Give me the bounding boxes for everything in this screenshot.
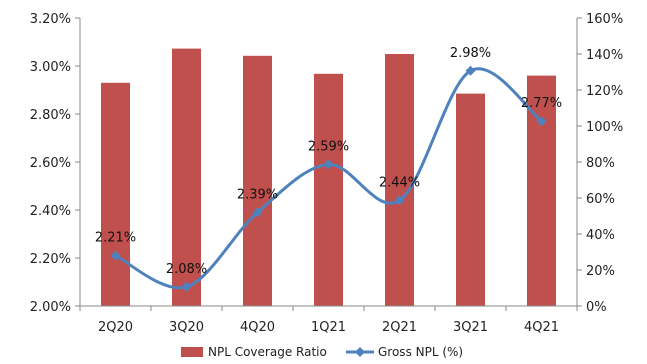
right-tick-label: 80%	[586, 156, 615, 171]
data-labels-layer: 2.21% 2.08% 2.39% 2.59% 2.44% 2.98% 2.77%	[95, 46, 562, 277]
right-tick-label: 100%	[586, 120, 623, 135]
point-3Q21	[465, 65, 476, 76]
x-tick-label-1Q21: 1Q21	[311, 320, 346, 335]
point-4Q20	[252, 207, 263, 218]
legend: NPL Coverage Ratio Gross NPL (%)	[181, 345, 463, 359]
data-label-2Q21: 2.44%	[379, 175, 420, 190]
right-tick-label: 140%	[586, 48, 623, 63]
right-tick-label: 40%	[586, 228, 615, 243]
right-tick-label: 60%	[586, 192, 615, 207]
right-tick-label: 160%	[586, 12, 623, 27]
bars-layer	[101, 48, 556, 306]
x-tick-label-2Q20: 2Q20	[98, 320, 133, 335]
left-tick-label: 2.80%	[30, 108, 71, 123]
x-tick-label-3Q21: 3Q21	[453, 320, 488, 335]
data-label-3Q20: 2.08%	[166, 262, 207, 277]
legend-line-label: Gross NPL (%)	[378, 345, 463, 359]
point-3Q20	[181, 281, 192, 292]
bar-2Q21	[385, 54, 414, 306]
left-tick-label: 2.60%	[30, 156, 71, 171]
legend-line-marker	[355, 347, 365, 357]
left-tick-label: 3.20%	[30, 12, 71, 27]
point-4Q21	[536, 116, 547, 127]
data-label-3Q21: 2.98%	[450, 46, 491, 61]
axes-layer: 2.00% 2.20% 2.40% 2.60% 2.80% 3.00% 3.20% 0% 20%…	[30, 12, 623, 335]
point-2Q21	[394, 195, 405, 206]
data-label-1Q21: 2.59%	[308, 139, 349, 154]
data-label-2Q20: 2.21%	[95, 231, 136, 246]
x-tick-label-4Q21: 4Q21	[524, 320, 559, 335]
x-tick-label-3Q20: 3Q20	[169, 320, 204, 335]
legend-bar-label: NPL Coverage Ratio	[208, 345, 327, 359]
x-tick-label-4Q20: 4Q20	[240, 320, 275, 335]
right-tick-label: 0%	[586, 300, 607, 315]
left-tick-label: 3.00%	[30, 60, 71, 75]
left-tick-label: 2.20%	[30, 252, 71, 267]
bar-1Q21	[314, 73, 343, 306]
bar-4Q21	[527, 75, 556, 306]
bar-3Q20	[172, 48, 201, 306]
data-label-4Q21: 2.77%	[521, 96, 562, 111]
right-tick-label: 120%	[586, 84, 623, 99]
point-1Q21	[323, 159, 334, 170]
data-label-4Q20: 2.39%	[237, 187, 278, 202]
left-tick-label: 2.40%	[30, 204, 71, 219]
bar-4Q20	[243, 55, 272, 306]
point-2Q20	[110, 250, 121, 261]
left-tick-label: 2.00%	[30, 300, 71, 315]
bar-2Q20	[101, 82, 130, 306]
bar-3Q21	[456, 93, 485, 306]
line-layer	[110, 65, 547, 292]
right-tick-label: 20%	[586, 264, 615, 279]
legend-bar-swatch	[181, 347, 203, 357]
x-tick-label-2Q21: 2Q21	[382, 320, 417, 335]
